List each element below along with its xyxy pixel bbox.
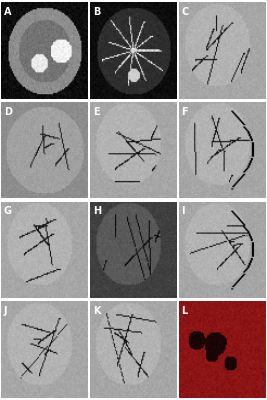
Text: J: J [4,306,7,316]
Text: B: B [93,7,100,17]
Text: A: A [4,7,11,17]
Text: L: L [182,306,188,316]
Text: H: H [93,206,101,216]
Text: G: G [4,206,12,216]
Text: D: D [4,107,12,117]
Text: F: F [182,107,188,117]
Text: I: I [182,206,185,216]
Text: C: C [182,7,189,17]
Text: E: E [93,107,99,117]
Text: K: K [93,306,100,316]
